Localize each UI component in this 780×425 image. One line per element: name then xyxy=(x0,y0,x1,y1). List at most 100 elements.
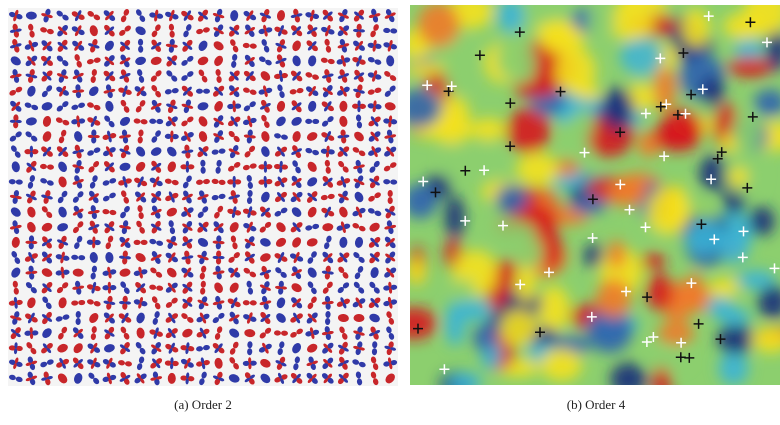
lobe xyxy=(74,45,79,51)
glyph xyxy=(259,206,271,218)
lobe xyxy=(25,240,32,244)
glyph xyxy=(56,85,69,97)
lobe xyxy=(56,362,63,368)
lobe xyxy=(109,313,114,319)
lobe xyxy=(261,99,267,107)
lobe xyxy=(73,343,83,354)
lobe xyxy=(45,8,51,16)
lobe xyxy=(75,317,81,325)
glyph xyxy=(244,372,255,385)
lobe xyxy=(260,238,271,247)
glyph xyxy=(243,267,257,278)
lobe xyxy=(14,9,19,16)
lobe xyxy=(10,100,17,107)
lobe xyxy=(198,222,204,228)
lobe xyxy=(358,72,365,77)
lobe xyxy=(74,54,80,61)
lobe xyxy=(280,271,287,278)
lobe xyxy=(373,160,380,168)
lobe xyxy=(358,298,366,304)
lobe xyxy=(167,146,177,157)
lobe xyxy=(151,193,157,198)
lobe xyxy=(233,362,240,370)
glyph xyxy=(370,267,379,279)
glyph xyxy=(24,40,39,52)
glyph xyxy=(165,312,179,324)
lobe xyxy=(242,42,250,49)
lobe xyxy=(337,44,344,49)
glyph xyxy=(57,190,68,204)
lobe xyxy=(46,347,52,354)
lobe xyxy=(150,211,157,216)
lobe xyxy=(93,377,100,385)
cross xyxy=(460,165,471,176)
lobe xyxy=(46,164,54,170)
lobe xyxy=(61,251,65,258)
lobe xyxy=(15,224,22,229)
lobe xyxy=(337,135,344,139)
lobe xyxy=(30,347,37,355)
lobe xyxy=(187,14,194,21)
lobe xyxy=(29,175,35,182)
lobe xyxy=(233,297,238,303)
lobe xyxy=(181,85,188,92)
lobe xyxy=(244,257,250,262)
glyph xyxy=(71,25,85,37)
lobe xyxy=(343,134,350,138)
glyph xyxy=(292,131,301,142)
lobe xyxy=(388,227,394,235)
lobe xyxy=(181,150,188,154)
lobe xyxy=(229,282,239,293)
lobe xyxy=(372,75,376,82)
lobe xyxy=(56,287,64,294)
glyph xyxy=(135,56,147,66)
lobe xyxy=(93,57,101,63)
lobe xyxy=(215,166,221,174)
glyph xyxy=(292,237,302,248)
lobe xyxy=(323,358,329,364)
lobe xyxy=(149,12,157,18)
blob xyxy=(552,159,580,177)
lobe xyxy=(233,30,240,35)
lobe xyxy=(29,363,36,371)
lobe xyxy=(46,287,52,293)
glyph xyxy=(24,251,38,264)
glyph xyxy=(9,357,23,370)
glyph xyxy=(118,312,132,324)
lobe xyxy=(343,178,351,184)
glyph xyxy=(167,372,176,384)
glyph xyxy=(242,357,257,370)
lobe xyxy=(243,134,250,138)
lobe xyxy=(306,40,313,47)
lobe xyxy=(306,86,313,93)
lobe xyxy=(196,179,204,185)
lobe xyxy=(202,221,209,228)
lobe xyxy=(247,115,251,122)
glyph xyxy=(274,133,288,140)
lobe xyxy=(293,363,299,371)
lobe xyxy=(71,119,79,125)
lobe xyxy=(227,179,235,185)
lobe xyxy=(327,206,332,213)
lobe xyxy=(369,253,375,258)
lobe xyxy=(264,121,270,128)
glyph xyxy=(305,118,320,125)
cross xyxy=(686,89,697,100)
glyph xyxy=(25,69,38,83)
glyph xyxy=(120,281,130,294)
lobe xyxy=(327,11,333,16)
lobe xyxy=(368,135,376,142)
lobe xyxy=(325,311,331,319)
lobe xyxy=(358,103,366,109)
lobe xyxy=(171,241,178,246)
glyph xyxy=(119,25,131,36)
lobe xyxy=(355,297,360,303)
cross xyxy=(745,17,756,28)
lobe xyxy=(181,267,188,274)
lobe xyxy=(325,265,331,273)
glyph xyxy=(164,357,179,370)
lobe xyxy=(72,40,79,47)
lobe xyxy=(390,28,398,34)
lobe xyxy=(169,38,175,46)
glyph xyxy=(89,86,99,97)
